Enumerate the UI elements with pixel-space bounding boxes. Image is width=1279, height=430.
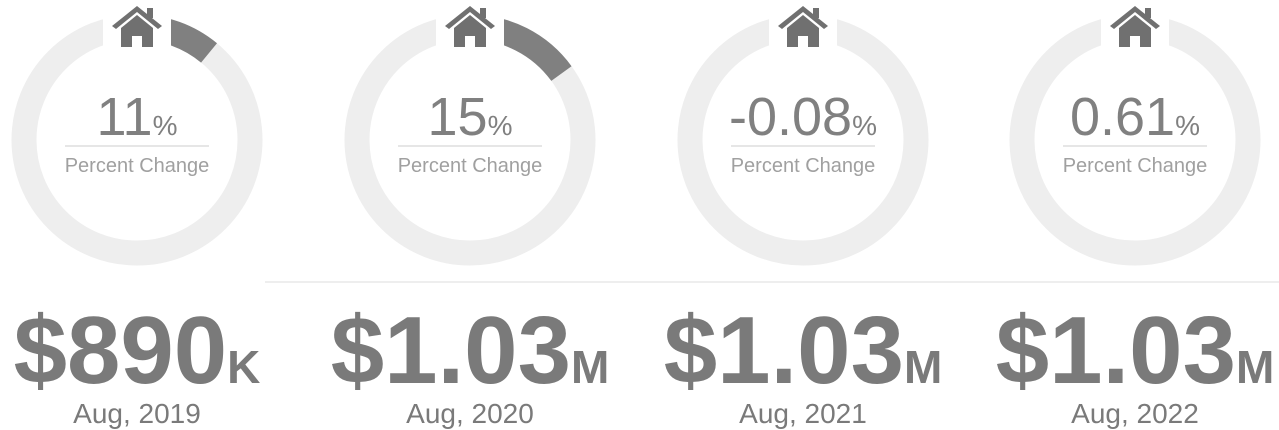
price-unit: M: [571, 341, 609, 393]
percent-unit: %: [153, 110, 178, 141]
price-number: $1.03: [996, 297, 1236, 404]
price: $1.03M: [664, 297, 943, 404]
house-body: [1119, 15, 1151, 47]
percent-number: 0.61: [1070, 87, 1175, 147]
house-roof: [1110, 6, 1160, 29]
percent-value: 15%: [428, 87, 513, 147]
house-roof: [112, 6, 162, 29]
percent-number: 15: [428, 87, 488, 147]
date: Aug, 2021: [739, 398, 867, 429]
price-unit: M: [904, 341, 942, 393]
percent-unit: %: [1175, 110, 1200, 141]
percent-label: Percent Change: [731, 155, 876, 177]
percent-number: 11: [97, 87, 153, 147]
house-roof: [445, 6, 495, 29]
house-chimney: [480, 8, 486, 18]
price-unit: M: [1236, 341, 1274, 393]
percent-label: Percent Change: [398, 155, 543, 177]
price-number: $1.03: [664, 297, 904, 404]
date: Aug, 2019: [73, 398, 201, 429]
house-body: [454, 15, 486, 47]
price: $1.03M: [996, 297, 1275, 404]
percent-unit: %: [852, 110, 877, 141]
percent-unit: %: [488, 110, 513, 141]
percent-number: -0.08: [729, 87, 852, 147]
percent-value: 11%: [97, 87, 178, 147]
house-icon: [445, 6, 495, 47]
house-body: [121, 15, 153, 47]
house-icon: [1110, 6, 1160, 47]
percent-label: Percent Change: [65, 155, 210, 177]
house-chimney: [147, 8, 153, 18]
date: Aug, 2020: [406, 398, 534, 429]
price: $890K: [14, 297, 261, 404]
date: Aug, 2022: [1071, 398, 1199, 429]
price-number: $890: [14, 297, 228, 404]
price-number: $1.03: [331, 297, 571, 404]
percent-value: -0.08%: [729, 87, 877, 147]
house-icon: [778, 6, 828, 47]
percent-label: Percent Change: [1063, 155, 1208, 177]
house-chimney: [1145, 8, 1151, 18]
price: $1.03M: [331, 297, 610, 404]
house-roof: [778, 6, 828, 29]
percent-value: 0.61%: [1070, 87, 1200, 147]
price-unit: K: [227, 341, 260, 393]
house-body: [787, 15, 819, 47]
house-icon: [112, 6, 162, 47]
house-chimney: [813, 8, 819, 18]
